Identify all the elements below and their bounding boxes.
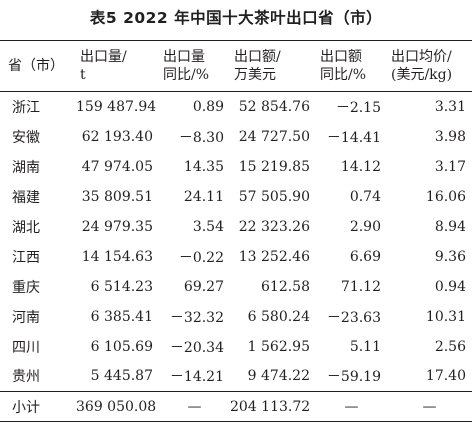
export-table: 省（市） 出口量/t 出口量 同比/% 出口额/万美元 出口额 同比/% 出口均价/(美元/k… [0,40,472,422]
value-cell: 71.12 [340,278,381,295]
value-cell: －59.19 [326,369,381,386]
value-cell: 14.12 [340,158,381,175]
value-cell: 8.94 [434,218,466,235]
value-cell: －0.22 [178,249,224,266]
value-cell: 22 323.26 [238,218,310,235]
value-cell: 0.94 [434,278,466,295]
table-row: 河南 6 385.41 －32.32 6 580.24 －23.63 10.31 [0,302,472,332]
value-cell: 24 979.35 [81,218,153,235]
total-cell: 369 050.08 [76,398,157,415]
table-body: 浙江 159 487.94 0.89 52 854.76 －2.15 3.31 安徽 62 1… [0,92,472,422]
value-cell: 24 727.50 [238,128,310,145]
province-cell: 重庆 [12,279,40,296]
value-cell: 3.17 [434,158,466,175]
column-header: 出口量 同比/% [163,49,210,83]
table-row: 重庆 6 514.23 69.27 612.58 71.12 0.94 [0,272,472,302]
value-cell: －2.15 [335,99,381,116]
value-cell: －8.30 [178,129,224,146]
value-cell: 2.90 [349,218,381,235]
province-cell: 福建 [12,189,40,206]
province-cell: 湖北 [12,219,40,236]
column-header: 出口额/万美元 [234,49,281,83]
value-cell: 57 505.90 [238,188,310,205]
value-cell: 6.69 [349,248,381,265]
province-cell: 四川 [12,339,40,356]
value-cell: －20.34 [169,339,224,356]
column-header: 出口量/t [80,49,127,83]
value-cell: 2.56 [434,338,466,355]
table-header: 省（市） 出口量/t 出口量 同比/% 出口额/万美元 出口额 同比/% 出口均价/(美元/k… [0,40,472,92]
value-cell: 14 154.63 [81,248,153,265]
total-label: 小计 [12,399,40,416]
value-cell: 6 514.23 [90,278,153,295]
province-cell: 江西 [12,249,40,266]
value-cell: 612.58 [261,278,310,295]
value-cell: 6 385.41 [90,308,153,325]
value-cell: 17.40 [425,368,466,385]
table-row: 安徽 62 193.40 －8.30 24 727.50 －14.41 3.98 [0,122,472,152]
value-cell: 1 562.95 [247,338,310,355]
table-row: 浙江 159 487.94 0.89 52 854.76 －2.15 3.31 [0,92,472,122]
table-row: 湖南 47 974.05 14.35 15 219.85 14.12 3.17 [0,152,472,182]
province-cell: 安徽 [12,129,40,146]
column-header: 出口额 同比/% [320,49,367,83]
column-header: 出口均价/(美元/kg) [391,49,453,83]
table-row: 四川 6 105.69 －20.34 1 562.95 5.11 2.56 [0,332,472,362]
value-cell: 3.54 [192,218,224,235]
value-cell: 9.36 [434,248,466,265]
table-row: 福建 35 809.51 24.11 57 505.90 0.74 16.06 [0,182,472,212]
value-cell: 52 854.76 [238,98,310,115]
value-cell: 3.31 [434,98,466,115]
province-cell: 河南 [12,309,40,326]
value-cell: －14.41 [326,129,381,146]
total-cell: — [187,398,202,415]
value-cell: －32.32 [169,309,224,326]
value-cell: 0.74 [349,188,381,205]
province-cell: 贵州 [12,369,40,386]
value-cell: 15 219.85 [238,158,310,175]
value-cell: －23.63 [326,309,381,326]
table-row: 江西 14 154.63 －0.22 13 252.46 6.69 9.36 [0,242,472,272]
value-cell: 6 580.24 [247,308,310,325]
table-row: 贵州 5 445.87 －14.21 9 474.22 －59.19 17.40 [0,362,472,392]
value-cell: 6 105.69 [90,338,153,355]
province-cell: 浙江 [12,99,40,116]
total-cell: — [344,398,359,415]
value-cell: 24.11 [183,188,224,205]
column-header: 省（市） [8,58,64,74]
table-row: 湖北 24 979.35 3.54 22 323.26 2.90 8.94 [0,212,472,242]
value-cell: 9 474.22 [247,368,310,385]
table-title: 表5 2022 年中国十大茶叶出口省（市） [89,9,383,27]
value-cell: 3.98 [434,128,466,145]
province-cell: 湖南 [12,159,40,176]
value-cell: 35 809.51 [81,188,153,205]
value-cell: －14.21 [169,369,224,386]
value-cell: 0.89 [192,98,224,115]
value-cell: 47 974.05 [81,158,153,175]
value-cell: 159 487.94 [76,98,157,115]
total-cell: — [422,398,437,415]
total-cell: 204 113.72 [230,398,311,415]
value-cell: 62 193.40 [81,128,153,145]
value-cell: 5 445.87 [90,368,153,385]
value-cell: 14.35 [183,158,224,175]
value-cell: 69.27 [183,278,224,295]
value-cell: 10.31 [425,308,466,325]
value-cell: 5.11 [349,338,381,355]
value-cell: 13 252.46 [238,248,310,265]
total-row: 小计 369 050.08 — 204 113.72 — — [0,391,472,422]
value-cell: 16.06 [425,188,466,205]
